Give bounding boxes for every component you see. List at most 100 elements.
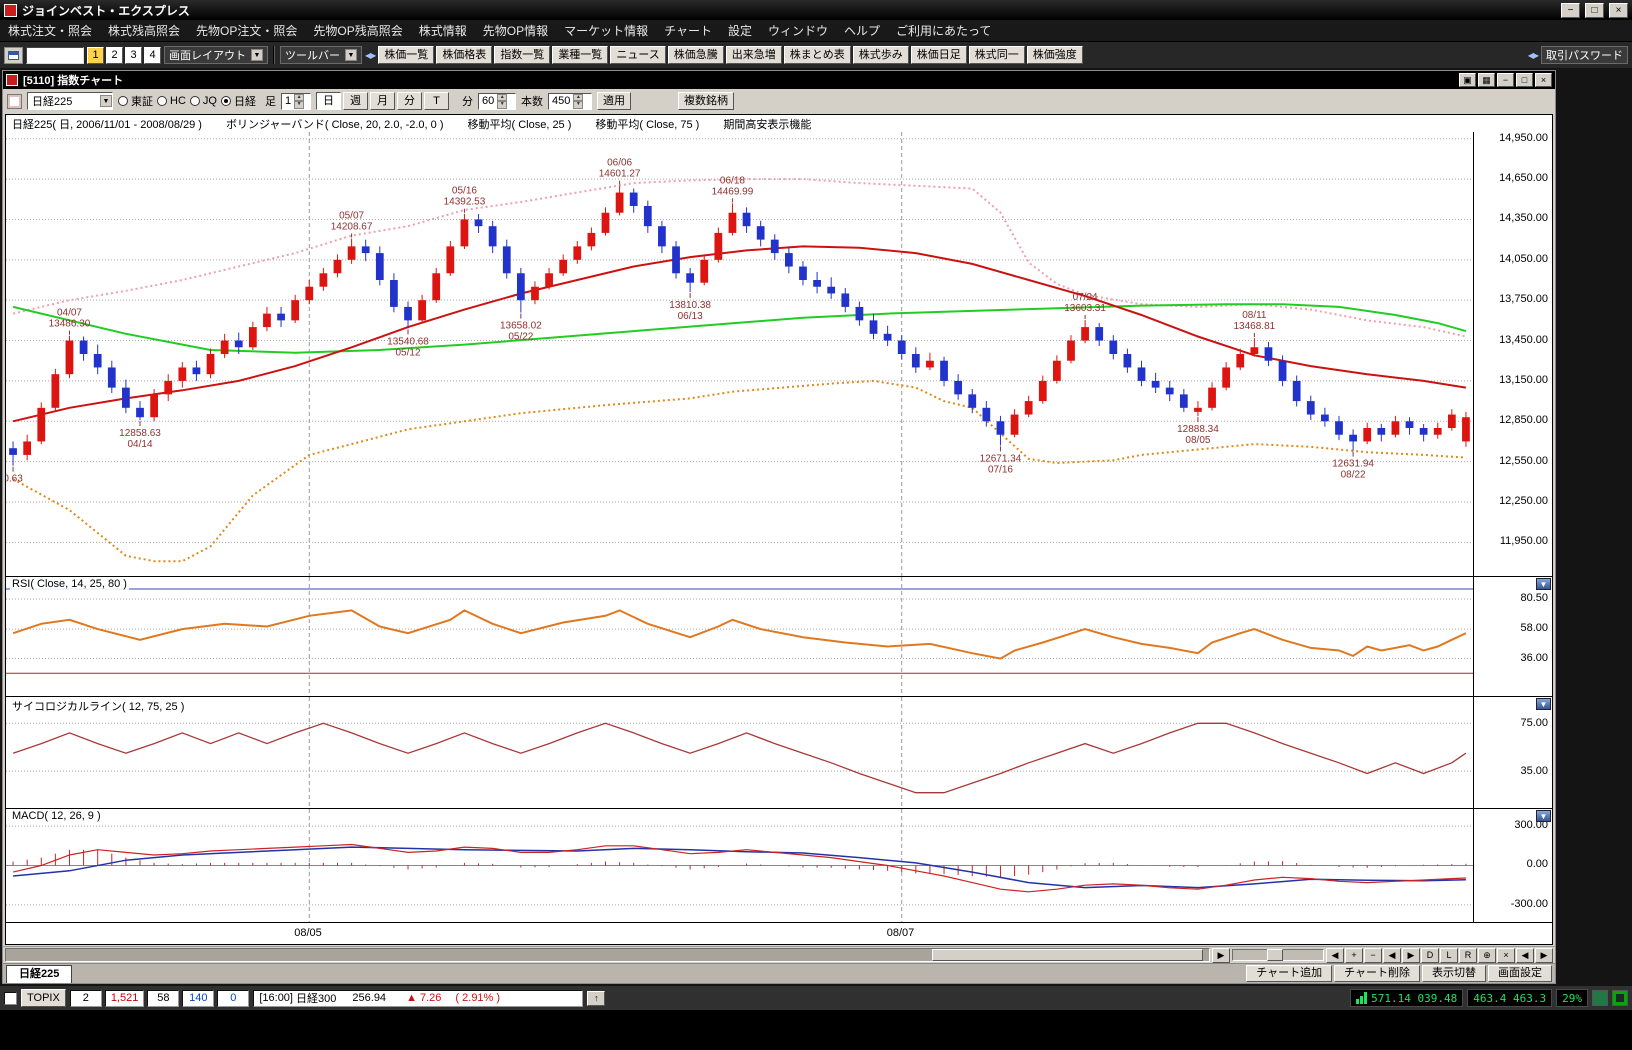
radio-icon[interactable]: [189, 96, 200, 106]
topix-button[interactable]: TOPIX: [21, 989, 66, 1007]
scroll-button[interactable]: D: [1421, 947, 1439, 963]
psychological-pane[interactable]: サイコロジカルライン( 12, 75, 25 ): [6, 696, 1473, 808]
scroll-button[interactable]: ▶: [1212, 947, 1230, 963]
layout-dropdown[interactable]: 画面レイアウト ▼: [164, 46, 268, 64]
menu-item[interactable]: マーケット情報: [564, 24, 649, 38]
scroll-button[interactable]: ◀: [1326, 947, 1344, 963]
period-button-分[interactable]: 分: [396, 92, 422, 110]
chart-action-button[interactable]: 表示切替: [1422, 965, 1486, 982]
password-arrows-icon[interactable]: ◀▶: [1527, 50, 1539, 60]
chart-action-button[interactable]: チャート追加: [1246, 965, 1333, 982]
chart-action-button[interactable]: チャート削除: [1334, 965, 1420, 982]
rsi-dropdown-button[interactable]: ▼: [1536, 577, 1551, 590]
period-button-T[interactable]: T: [423, 92, 449, 110]
menu-item[interactable]: 先物OP残高照会: [313, 24, 403, 38]
spinner-arrows-icon[interactable]: ▲ ▼: [497, 93, 508, 109]
view-button[interactable]: ニュース: [610, 46, 666, 64]
scroll-button[interactable]: R: [1459, 947, 1477, 963]
view-button[interactable]: 株式歩み: [852, 46, 909, 64]
scroll-button[interactable]: ▶: [1535, 947, 1553, 963]
workspace-button-1[interactable]: 1: [87, 46, 104, 64]
period-button-月[interactable]: 月: [369, 92, 395, 110]
window-button[interactable]: ×: [1535, 73, 1552, 87]
menu-item[interactable]: 先物OP注文・照会: [196, 24, 298, 38]
multi-symbol-button[interactable]: 複数銘柄: [677, 92, 734, 110]
scroll-button[interactable]: ×: [1497, 947, 1515, 963]
zoom-slider-thumb[interactable]: [1267, 949, 1284, 961]
radio-icon[interactable]: [220, 96, 231, 106]
ticker-up-button[interactable]: ↑: [587, 990, 606, 1006]
market-radio-日経[interactable]: 日経: [220, 93, 256, 109]
view-button[interactable]: 株価日足: [910, 46, 967, 64]
window-button[interactable]: □: [1516, 73, 1533, 87]
bar-spinner[interactable]: 1 ▲ ▼: [280, 92, 311, 110]
status-checkbox[interactable]: [4, 991, 17, 1005]
apply-button[interactable]: 適用: [596, 92, 631, 110]
menu-item[interactable]: チャート: [664, 24, 712, 38]
spinner-arrows-icon[interactable]: ▲ ▼: [573, 93, 584, 109]
view-button[interactable]: 業種一覧: [552, 46, 609, 64]
trade-password-button[interactable]: 取引パスワード: [1541, 46, 1628, 64]
view-button[interactable]: 株価強度: [1026, 46, 1083, 64]
scroll-button[interactable]: +: [1345, 947, 1363, 963]
chart-action-button[interactable]: 画面設定: [1488, 965, 1552, 982]
view-button[interactable]: 株価一覧: [378, 46, 435, 64]
menu-item[interactable]: ご利用にあたって: [896, 24, 992, 38]
count-spinner[interactable]: 450 ▲ ▼: [547, 92, 592, 110]
scroll-button[interactable]: ⊕: [1478, 947, 1496, 963]
code-input[interactable]: [26, 46, 84, 64]
scroll-button[interactable]: −: [1364, 947, 1382, 963]
view-button[interactable]: 株価急騰: [667, 46, 724, 64]
window-button[interactable]: ▦: [1478, 73, 1495, 87]
window-button[interactable]: −: [1497, 73, 1514, 87]
minimize-button[interactable]: −: [1561, 2, 1580, 18]
chevron-down-icon[interactable]: ▼: [345, 49, 357, 61]
radio-icon[interactable]: [118, 96, 128, 106]
period-button-週[interactable]: 週: [342, 92, 368, 110]
radio-icon[interactable]: [157, 96, 167, 106]
scroll-button[interactable]: L: [1440, 947, 1458, 963]
macd-dropdown-button[interactable]: ▼: [1536, 809, 1551, 822]
view-button[interactable]: 出来急増: [725, 46, 782, 64]
macd-pane[interactable]: MACD( 12, 26, 9 ): [6, 807, 1473, 922]
new-window-icon[interactable]: [4, 46, 23, 64]
symbol-select[interactable]: 日経225 ▼: [27, 92, 113, 110]
scroll-button[interactable]: ◀: [1516, 947, 1534, 963]
psychological-dropdown-button[interactable]: ▼: [1536, 698, 1551, 711]
menu-item[interactable]: 株式情報: [418, 24, 467, 38]
chevron-down-icon[interactable]: ▼: [100, 95, 112, 107]
close-button[interactable]: ×: [1609, 2, 1628, 18]
period-button-日[interactable]: 日: [315, 92, 341, 110]
minute-spinner[interactable]: 60 ▲ ▼: [477, 92, 516, 110]
maximize-button[interactable]: □: [1585, 2, 1604, 18]
menu-item[interactable]: ヘルプ: [844, 24, 881, 38]
chevron-down-icon[interactable]: ▼: [251, 49, 263, 61]
workspace-button-3[interactable]: 3: [125, 46, 142, 64]
view-button[interactable]: 株価格表: [436, 46, 493, 64]
menu-item[interactable]: ウィンドウ: [768, 24, 829, 38]
menu-item[interactable]: 設定: [727, 24, 752, 38]
tab-nikkei225[interactable]: 日経225: [6, 965, 73, 983]
workspace-button-4[interactable]: 4: [144, 46, 161, 64]
scrollbar-track[interactable]: [5, 948, 1210, 962]
menu-item[interactable]: 先物OP情報: [482, 24, 549, 38]
rsi-pane[interactable]: RSI( Close, 14, 25, 80 ): [6, 575, 1473, 696]
view-button[interactable]: 株式同一: [968, 46, 1025, 64]
scrollbar-thumb[interactable]: [932, 949, 1203, 961]
view-button[interactable]: 指数一覧: [494, 46, 551, 64]
market-radio-HC[interactable]: HC: [157, 95, 186, 107]
zoom-slider[interactable]: [1232, 949, 1324, 961]
market-radio-東証[interactable]: 東証: [118, 93, 153, 109]
market-radio-JQ[interactable]: JQ: [189, 95, 217, 107]
view-button[interactable]: 株まとめ表: [783, 46, 851, 64]
menu-item[interactable]: 株式残高照会: [108, 24, 181, 38]
price-pane[interactable]: 0.63 04/07 13486.30 12858.63 04/14 05/07 14208…: [6, 132, 1473, 576]
toolbar-dropdown[interactable]: ツールバー ▼: [280, 46, 362, 64]
spinner-arrows-icon[interactable]: ▲ ▼: [294, 93, 305, 109]
menu-item[interactable]: 株式注文・照会: [8, 24, 93, 38]
scroll-button[interactable]: ▶: [1402, 947, 1420, 963]
scroll-button[interactable]: ◀: [1383, 947, 1401, 963]
workspace-button-2[interactable]: 2: [106, 46, 123, 64]
collapse-arrows-icon[interactable]: ◀▶: [365, 50, 376, 60]
window-button[interactable]: ▣: [1459, 73, 1476, 87]
